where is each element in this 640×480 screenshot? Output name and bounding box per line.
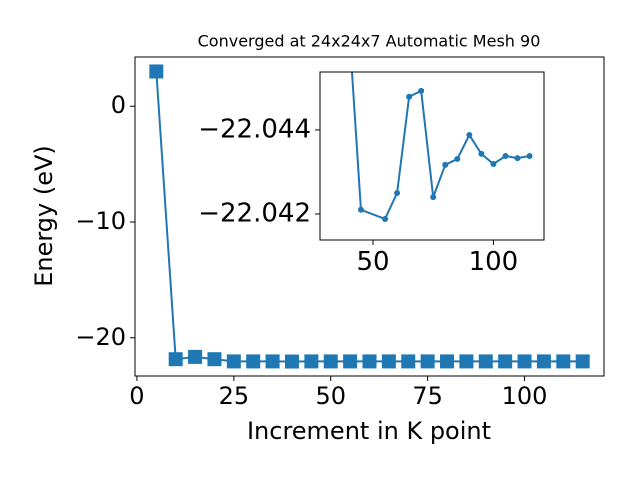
data-point (556, 354, 571, 369)
data-point (459, 354, 474, 369)
data-point (536, 354, 551, 369)
data-point (517, 354, 532, 369)
data-point (440, 354, 455, 369)
axes-frame (134, 56, 605, 377)
data-point (226, 354, 241, 369)
data-point (284, 354, 299, 369)
data-point (498, 354, 513, 369)
x-tick-label: 50 (315, 382, 346, 410)
data-point (575, 354, 590, 369)
data-point (168, 352, 183, 367)
data-point (502, 153, 509, 159)
data-point (420, 354, 435, 369)
data-point (478, 354, 493, 369)
x-tick-label: 0 (129, 382, 144, 410)
data-point (430, 194, 437, 201)
y-axis-label: Energy (eV) (30, 145, 58, 287)
data-point (304, 354, 319, 369)
data-point (246, 354, 261, 369)
data-point (323, 354, 338, 369)
data-point (394, 189, 401, 196)
data-point (478, 150, 485, 157)
data-point (207, 352, 222, 367)
data-point (466, 132, 473, 138)
data-point (188, 349, 203, 364)
y-tick-label: −22.044 (198, 114, 311, 144)
data-point (343, 354, 358, 369)
data-point (526, 153, 533, 159)
plot-content (350, 72, 533, 222)
data-point (362, 354, 377, 369)
data-point (490, 160, 497, 167)
plot-content (149, 64, 590, 369)
x-tick-label: 25 (219, 382, 250, 410)
data-point (454, 155, 461, 162)
x-axis-label: Increment in K point (247, 417, 491, 445)
y-tick-label: −20 (75, 323, 126, 351)
data-point (442, 161, 449, 168)
data-point (149, 64, 164, 79)
data-point (406, 93, 413, 100)
data-point (382, 216, 389, 222)
chart-title: Converged at 24x24x7 Automatic Mesh 90 (198, 32, 541, 51)
y-tick-label: 0 (111, 91, 126, 119)
axes-frame (319, 71, 545, 241)
data-point (514, 155, 521, 162)
x-tick-label: 100 (469, 247, 519, 277)
data-point (401, 354, 416, 369)
y-tick-label: −22.042 (198, 198, 311, 228)
data-point (265, 354, 280, 369)
data-point (418, 87, 425, 94)
x-tick-label: 50 (356, 247, 389, 277)
x-tick-label: 100 (502, 382, 548, 410)
x-tick-label: 75 (412, 382, 443, 410)
y-tick-label: −10 (75, 207, 126, 235)
data-point (357, 206, 364, 213)
data-point (381, 354, 396, 369)
